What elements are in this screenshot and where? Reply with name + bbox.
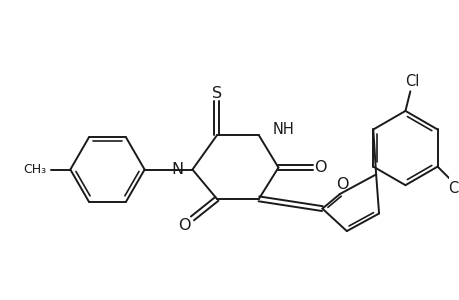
Text: O: O [313, 160, 326, 175]
Text: O: O [335, 177, 347, 192]
Text: CH₃: CH₃ [23, 163, 46, 176]
Text: O: O [178, 218, 190, 233]
Text: NH: NH [272, 122, 294, 137]
Text: Cl: Cl [447, 181, 459, 196]
Text: S: S [211, 86, 222, 101]
Text: Cl: Cl [404, 74, 419, 89]
Text: N: N [171, 162, 183, 177]
